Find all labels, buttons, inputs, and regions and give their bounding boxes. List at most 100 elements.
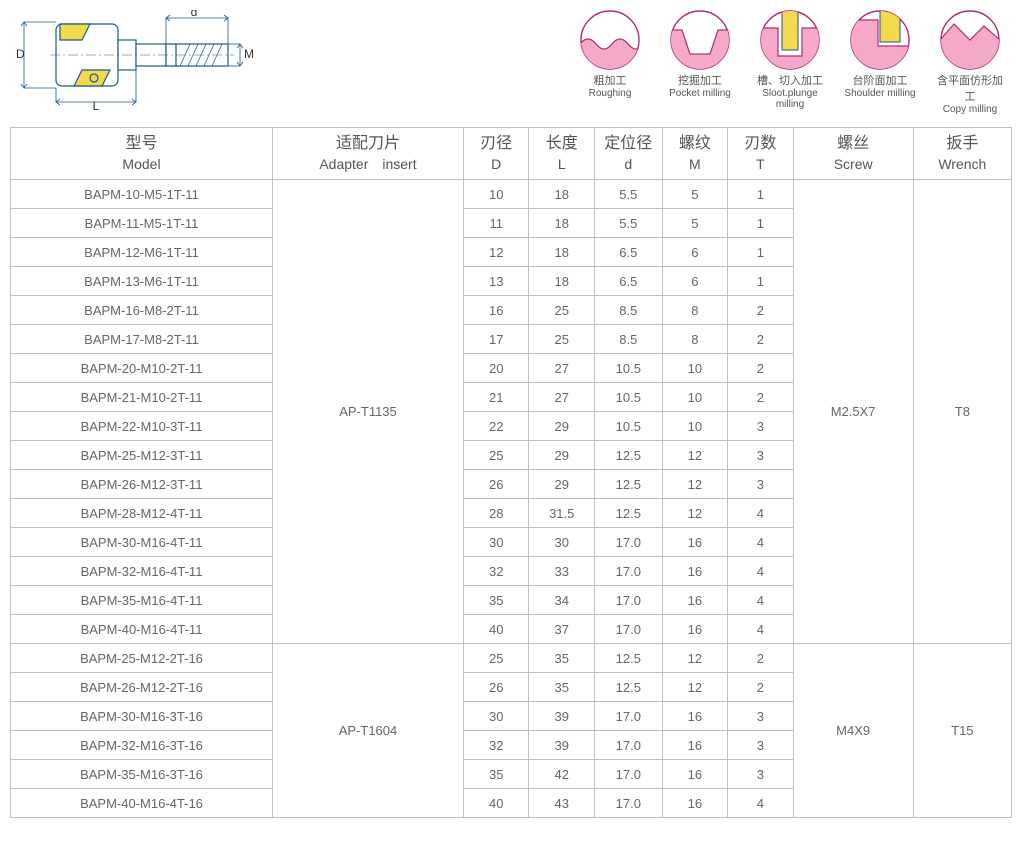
cell-T: 4	[728, 789, 793, 818]
cell-T: 1	[728, 180, 793, 209]
cell-model: BAPM-30-M16-4T-11	[11, 528, 273, 557]
cell-M: 16	[662, 789, 727, 818]
cell-M: 5	[662, 209, 727, 238]
cell-L: 34	[529, 586, 594, 615]
cell-insert: AP-T1135	[272, 180, 463, 644]
cell-L: 30	[529, 528, 594, 557]
cell-M: 5	[662, 180, 727, 209]
th-L: 长度L	[529, 128, 594, 180]
cell-D: 28	[464, 499, 529, 528]
cell-D: 22	[464, 412, 529, 441]
cell-model: BAPM-25-M12-3T-11	[11, 441, 273, 470]
cell-M: 12	[662, 644, 727, 673]
cell-T: 4	[728, 615, 793, 644]
cell-d: 10.5	[594, 354, 662, 383]
cell-d: 12.5	[594, 499, 662, 528]
cell-T: 4	[728, 557, 793, 586]
cell-model: BAPM-40-M16-4T-16	[11, 789, 273, 818]
cell-T: 3	[728, 470, 793, 499]
cell-d: 17.0	[594, 615, 662, 644]
cell-D: 12	[464, 238, 529, 267]
cell-d: 6.5	[594, 267, 662, 296]
th-screw: 螺丝Screw	[793, 128, 913, 180]
cell-M: 8	[662, 296, 727, 325]
cell-d: 12.5	[594, 673, 662, 702]
cell-L: 27	[529, 354, 594, 383]
cell-model: BAPM-11-M5-1T-11	[11, 209, 273, 238]
cell-L: 35	[529, 673, 594, 702]
dim-L-label: L	[93, 99, 100, 110]
cell-M: 12	[662, 441, 727, 470]
icon-en: Copy milling	[934, 104, 1006, 115]
th-D: 刃径D	[464, 128, 529, 180]
cell-T: 3	[728, 731, 793, 760]
cell-D: 35	[464, 586, 529, 615]
cell-T: 2	[728, 383, 793, 412]
table-row: BAPM-25-M12-2T-16AP-T1604253512.5122M4X9…	[11, 644, 1012, 673]
cell-L: 18	[529, 180, 594, 209]
cell-model: BAPM-22-M10-3T-11	[11, 412, 273, 441]
shoulder-milling-icon: 台阶面加工 Shoulder milling	[844, 10, 916, 115]
cell-M: 12	[662, 499, 727, 528]
cell-D: 25	[464, 441, 529, 470]
cell-D: 25	[464, 644, 529, 673]
cell-L: 27	[529, 383, 594, 412]
cell-T: 2	[728, 644, 793, 673]
cell-insert: AP-T1604	[272, 644, 463, 818]
icon-cn: 挖掘加工	[664, 72, 736, 88]
cell-d: 17.0	[594, 760, 662, 789]
cell-model: BAPM-30-M16-3T-16	[11, 702, 273, 731]
cell-model: BAPM-26-M12-2T-16	[11, 673, 273, 702]
cell-L: 33	[529, 557, 594, 586]
cell-D: 21	[464, 383, 529, 412]
cell-M: 16	[662, 528, 727, 557]
cell-model: BAPM-10-M5-1T-11	[11, 180, 273, 209]
cell-T: 2	[728, 673, 793, 702]
cell-d: 12.5	[594, 644, 662, 673]
th-d: 定位径d	[594, 128, 662, 180]
cell-d: 5.5	[594, 180, 662, 209]
cell-T: 4	[728, 499, 793, 528]
cell-D: 17	[464, 325, 529, 354]
copy-milling-icon: 含平面仿形加工 Copy milling	[934, 10, 1006, 115]
cell-T: 3	[728, 441, 793, 470]
header-row: 型号Model 适配刀片Adapter insert 刃径D 长度L 定位径d …	[11, 128, 1012, 180]
cell-d: 6.5	[594, 238, 662, 267]
spec-table: 型号Model 适配刀片Adapter insert 刃径D 长度L 定位径d …	[10, 127, 1012, 818]
cell-model: BAPM-35-M16-4T-11	[11, 586, 273, 615]
cell-L: 42	[529, 760, 594, 789]
cell-T: 3	[728, 702, 793, 731]
icon-cn: 含平面仿形加工	[934, 72, 1006, 104]
cell-d: 17.0	[594, 731, 662, 760]
cell-M: 12	[662, 470, 727, 499]
cell-L: 29	[529, 470, 594, 499]
cell-model: BAPM-21-M10-2T-11	[11, 383, 273, 412]
dim-D-label: D	[16, 47, 25, 61]
cell-T: 2	[728, 325, 793, 354]
cell-M: 8	[662, 325, 727, 354]
cell-T: 4	[728, 528, 793, 557]
cell-M: 6	[662, 238, 727, 267]
th-wrench: 扳手Wrench	[913, 128, 1011, 180]
dim-M-label: M	[244, 47, 254, 61]
cell-L: 29	[529, 412, 594, 441]
cell-d: 10.5	[594, 383, 662, 412]
cell-M: 16	[662, 586, 727, 615]
cell-screw: M2.5X7	[793, 180, 913, 644]
cell-model: BAPM-13-M6-1T-11	[11, 267, 273, 296]
cell-L: 31.5	[529, 499, 594, 528]
cell-L: 18	[529, 238, 594, 267]
cell-D: 40	[464, 615, 529, 644]
tool-dimension-diagram: D	[16, 10, 256, 110]
cell-T: 2	[728, 354, 793, 383]
cell-d: 5.5	[594, 209, 662, 238]
cell-M: 10	[662, 354, 727, 383]
cell-M: 16	[662, 557, 727, 586]
cell-model: BAPM-12-M6-1T-11	[11, 238, 273, 267]
cell-d: 17.0	[594, 557, 662, 586]
cell-model: BAPM-17-M8-2T-11	[11, 325, 273, 354]
cell-M: 16	[662, 760, 727, 789]
icon-cn: 台阶面加工	[844, 72, 916, 88]
cell-model: BAPM-16-M8-2T-11	[11, 296, 273, 325]
cell-D: 35	[464, 760, 529, 789]
